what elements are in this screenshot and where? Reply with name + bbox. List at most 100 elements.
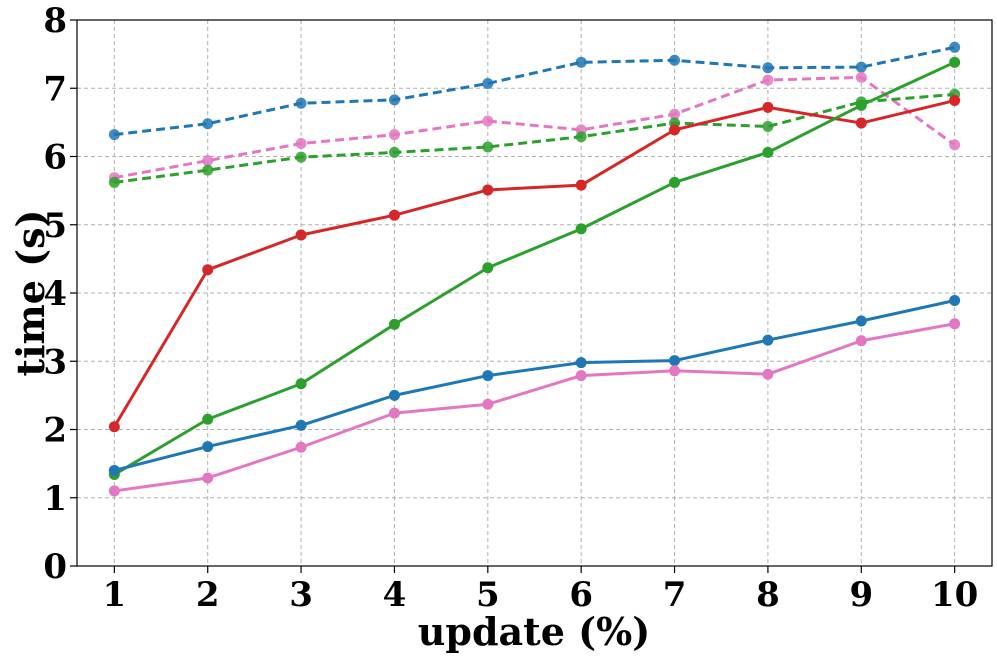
series-line bbox=[113, 60, 956, 476]
data-point bbox=[202, 118, 214, 130]
data-point bbox=[855, 61, 867, 73]
data-point bbox=[855, 71, 867, 83]
data-point bbox=[108, 485, 120, 497]
data-point bbox=[482, 184, 494, 196]
data-point bbox=[482, 77, 494, 89]
series-line bbox=[114, 92, 955, 184]
x-axis-title: update (%) bbox=[418, 609, 650, 654]
data-point bbox=[762, 74, 774, 86]
data-point bbox=[388, 146, 400, 158]
data-point bbox=[762, 368, 774, 380]
data-point bbox=[575, 131, 587, 143]
y-tick-label: 5 bbox=[43, 206, 67, 246]
data-point bbox=[388, 209, 400, 221]
data-point bbox=[202, 264, 214, 276]
data-point bbox=[949, 95, 961, 107]
data-point bbox=[949, 56, 961, 68]
data-point bbox=[295, 378, 307, 390]
data-point bbox=[669, 176, 681, 188]
data-point bbox=[482, 370, 494, 382]
data-point bbox=[949, 41, 961, 53]
x-tick-label: 4 bbox=[383, 575, 407, 615]
data-point bbox=[762, 101, 774, 113]
x-tick-label: 1 bbox=[103, 575, 127, 615]
data-point bbox=[855, 99, 867, 111]
data-point bbox=[295, 441, 307, 453]
x-tick-label: 10 bbox=[931, 575, 978, 615]
x-tick-label: 2 bbox=[196, 575, 220, 615]
data-point bbox=[575, 357, 587, 369]
data-point bbox=[669, 124, 681, 136]
series-5-solid bbox=[108, 295, 961, 476]
data-point bbox=[482, 262, 494, 274]
data-point bbox=[295, 138, 307, 150]
series-line bbox=[114, 45, 955, 137]
y-tick-label: 1 bbox=[43, 479, 67, 519]
data-point bbox=[949, 318, 961, 330]
y-axis-title: time (s) bbox=[8, 210, 53, 377]
series-line bbox=[114, 75, 956, 180]
data-point bbox=[669, 108, 681, 120]
y-tick-label: 3 bbox=[43, 342, 67, 382]
data-point bbox=[108, 176, 120, 188]
data-point bbox=[669, 54, 681, 66]
data-point bbox=[202, 441, 214, 453]
x-tick-label: 3 bbox=[289, 575, 313, 615]
y-tick-label: 0 bbox=[43, 547, 67, 587]
series-line bbox=[113, 299, 955, 472]
data-point bbox=[202, 472, 214, 484]
data-point bbox=[575, 56, 587, 68]
data-point bbox=[482, 398, 494, 410]
y-tick-label: 6 bbox=[43, 138, 67, 178]
data-point bbox=[949, 139, 961, 151]
series-line bbox=[114, 322, 955, 493]
data-point bbox=[855, 335, 867, 347]
series-6-solid bbox=[108, 318, 961, 497]
x-tick-label: 5 bbox=[476, 575, 500, 615]
data-point bbox=[108, 421, 120, 433]
data-point bbox=[388, 389, 400, 401]
data-point bbox=[482, 141, 494, 153]
data-point bbox=[762, 62, 774, 74]
data-point bbox=[762, 120, 774, 132]
y-tick-label: 4 bbox=[43, 274, 67, 314]
series-line bbox=[113, 99, 956, 428]
data-point bbox=[202, 413, 214, 425]
grid bbox=[77, 19, 992, 567]
x-tick-label: 8 bbox=[756, 575, 780, 615]
data-point bbox=[575, 370, 587, 382]
data-point bbox=[669, 365, 681, 377]
data-point bbox=[575, 179, 587, 191]
data-point bbox=[388, 129, 400, 141]
data-point bbox=[482, 115, 494, 127]
series-0-dashed bbox=[108, 41, 961, 141]
series-3-solid bbox=[108, 95, 961, 433]
data-point bbox=[202, 164, 214, 176]
data-point bbox=[762, 146, 774, 158]
series-4-solid bbox=[108, 56, 961, 481]
x-tick-label: 6 bbox=[569, 575, 593, 615]
data-point bbox=[855, 117, 867, 129]
data-point bbox=[295, 151, 307, 163]
data-point bbox=[669, 355, 681, 367]
data-point bbox=[762, 334, 774, 346]
y-tick-label: 2 bbox=[43, 411, 67, 451]
x-tick-label: 7 bbox=[663, 575, 687, 615]
data-point bbox=[949, 295, 961, 307]
data-point bbox=[388, 407, 400, 419]
series-layer bbox=[108, 41, 961, 497]
data-point bbox=[388, 94, 400, 106]
x-tick-label: 9 bbox=[849, 575, 873, 615]
data-point bbox=[295, 229, 307, 241]
data-point bbox=[388, 318, 400, 330]
data-point bbox=[295, 97, 307, 109]
y-tick-label: 7 bbox=[43, 69, 67, 109]
data-point bbox=[108, 129, 120, 141]
data-point bbox=[202, 155, 214, 167]
data-point bbox=[575, 223, 587, 235]
series-2-dashed bbox=[108, 88, 961, 188]
data-point bbox=[855, 315, 867, 327]
